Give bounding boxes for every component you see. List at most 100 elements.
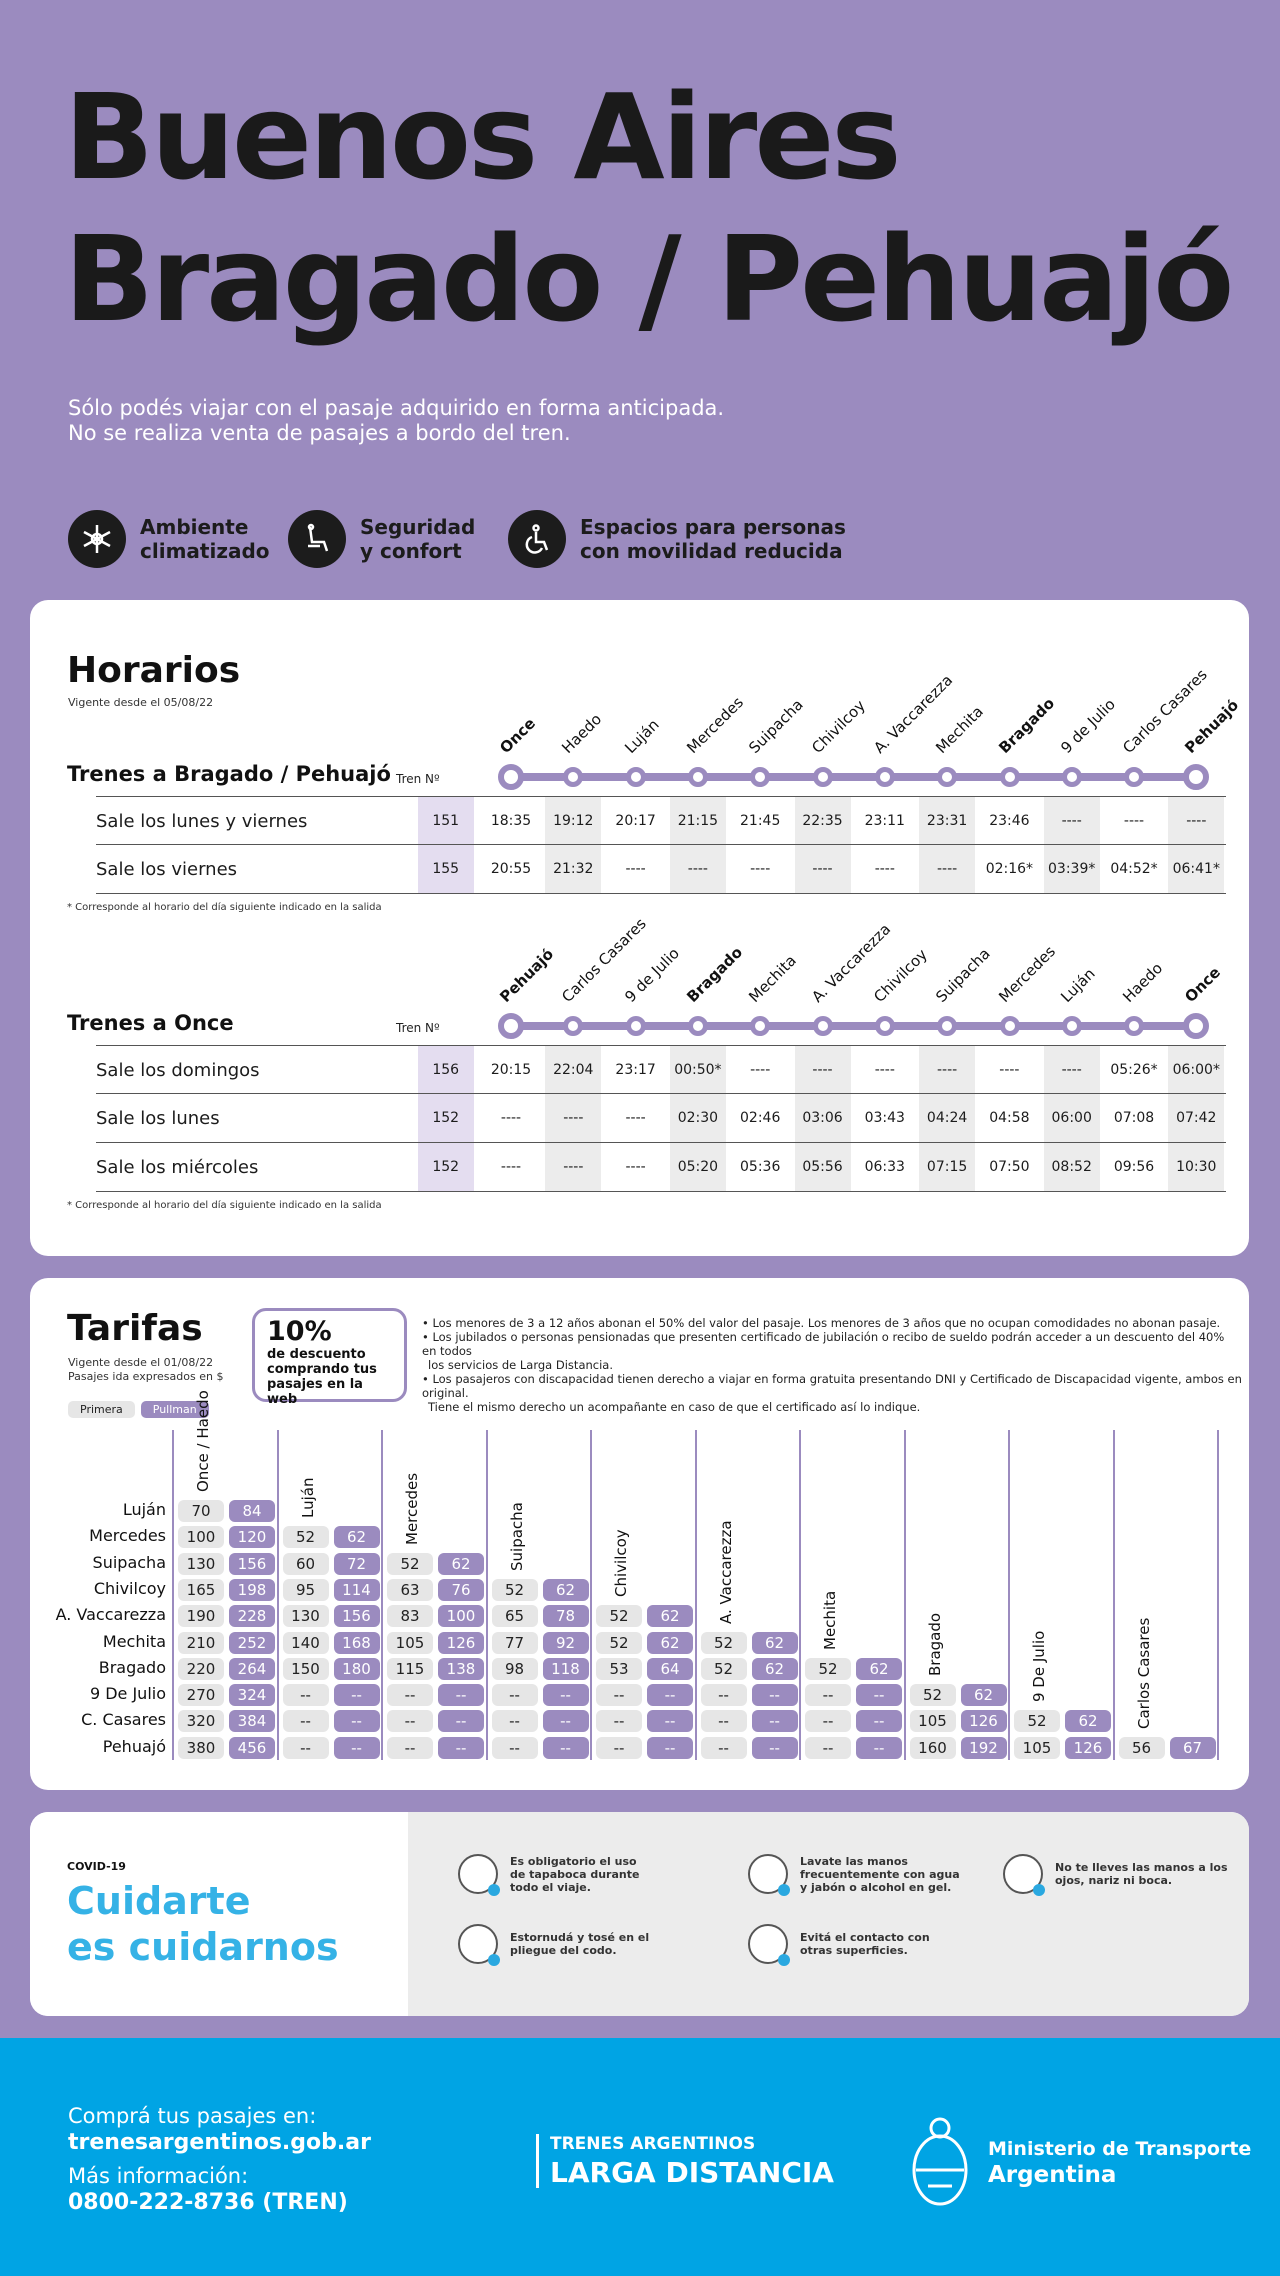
fare-pullman: -- [542,1710,589,1733]
footer-ministry-2: Argentina [988,2162,1117,2188]
fare-primera: -- [700,1684,747,1707]
to-bragado-time-cell: ---- [1168,797,1225,844]
fare-primera: 130 [178,1552,224,1575]
to-once-time-cell: 20:15 [490,1062,532,1078]
footer-brand-2: LARGA DISTANCIA [550,2156,834,2189]
to-once-row: Sale los domingos 156 20:15 22:04 23:17 00:50… [96,1045,1226,1094]
fares-column-line [590,1430,592,1760]
fare-pullman: 192 [960,1736,1007,1759]
to-bragado-stop-dot [1061,767,1082,787]
footer-phone[interactable]: 0800-222-8736 (TREN) [68,2190,348,2215]
covid-item-wash: Lavate las manos frecuentemente con agua y… [748,1854,960,1896]
to-bragado-time-cell: ---- [874,861,895,877]
footer-divider [536,2134,539,2188]
legend-pullman: Pullman [140,1401,209,1418]
feature-safety-l1: Seguridad [360,515,476,539]
horarios-vigente: Vigente desde el 05/08/22 [68,696,214,709]
to-bragado-time-cell: 22:35 [794,797,851,844]
no-touch-face-icon [1003,1854,1045,1896]
fares-column-line [276,1430,279,1760]
horarios-card: Horarios Vigente desde el 05/08/22 Trene… [30,600,1249,1256]
fare-pullman: 264 [229,1657,275,1680]
feature-safety-l2: y confort [360,539,462,563]
to-once-time-cell: 06:00 [1043,1094,1100,1142]
fare-pullman: -- [333,1684,380,1707]
to-bragado-station-label: Luján [621,715,663,757]
fare-pullman: -- [856,1736,902,1759]
to-once-stop-dot [874,1016,895,1036]
to-once-time-cell: 04:58 [989,1110,1030,1126]
fare-pullman: 62 [751,1657,798,1680]
covid-item-contact-l2: otras superficies. [800,1944,908,1957]
to-bragado-time-cell: 06:41* [1168,845,1225,893]
fares-column-line [1008,1430,1010,1760]
fare-pullman: 62 [1065,1710,1111,1733]
fares-destination-label: C. Casares [81,1710,166,1730]
fares-destination-label: 9 De Julio [89,1684,166,1704]
notice: Sólo podés viajar con el pasaje adquirid… [68,396,724,446]
fare-primera: 52 [387,1552,433,1575]
to-once-station-label: Chivilcoy [870,945,931,1006]
covid-title-2: es cuidarnos [67,1925,339,1969]
footer-buy-url[interactable]: trenesargentinos.gob.ar [68,2130,371,2155]
fares-column-line [903,1430,906,1760]
sneeze-elbow-icon [458,1924,500,1966]
to-bragado-stop-dot [999,767,1020,787]
covid-item-face-l2: ojos, nariz ni boca. [1055,1874,1173,1887]
fare-primera: 65 [491,1605,538,1628]
fare-primera: 100 [178,1526,224,1549]
to-bragado-stop-dot [1183,764,1210,790]
face-mask-icon [458,1854,500,1896]
fare-primera: -- [700,1710,747,1733]
tarifas-card: Tarifas Vigente desde el 01/08/22 Pasaje… [30,1278,1249,1790]
to-once-title: Trenes a Once [67,1011,234,1035]
fare-primera: 95 [282,1578,329,1601]
to-once-stop-dot [1061,1016,1082,1036]
to-bragado-time-cell: 23:31 [919,797,976,844]
fare-pullman: 456 [229,1736,275,1759]
to-once-row-label: Sale los miércoles [96,1157,259,1178]
to-bragado-time-cell: 20:55 [490,861,532,877]
promo-l3: pasajes en la web [267,1377,363,1407]
to-bragado-time-cell: ---- [669,845,726,893]
to-once-time-cell: ---- [999,1062,1020,1078]
to-once-stop-dot [1183,1013,1210,1039]
to-bragado-stop-dot [498,764,525,790]
to-bragado-time-cell: ---- [919,845,976,893]
note-1: • Los menores de 3 a 12 años abonan el 5… [422,1316,1221,1330]
covid-item-wash-l2: frecuentemente con agua [800,1867,960,1881]
to-bragado-title: Trenes a Bragado / Pehuajó [67,762,391,786]
covid-left: COVID-19 Cuidarte es cuidarnos [30,1812,408,2016]
to-once-time-cell: 09:56 [1113,1159,1155,1175]
fare-pullman: -- [751,1736,798,1759]
covid-item-sneeze-l1: Estornudá y tosé en el [510,1931,650,1944]
to-bragado-stop-dot [812,767,833,787]
fare-pullman: 62 [438,1552,484,1575]
covid-item-wash-l3: y jabón o alcohol en gel. [800,1880,952,1894]
to-bragado-footnote: * Corresponde al horario del día siguien… [67,902,382,913]
fare-pullman: -- [333,1736,380,1759]
fare-primera: 115 [387,1657,433,1680]
fares-destination-label: Bragado [98,1657,166,1677]
covid-item-wash-l1: Lavate las manos [800,1854,908,1868]
to-once-train-number: 152 [417,1143,474,1191]
to-once-stop-dot [563,1016,584,1036]
fare-primera: 98 [491,1657,538,1680]
fare-pullman: 114 [333,1578,380,1601]
to-once-stop-dot [999,1016,1020,1036]
fare-pullman: 156 [333,1605,380,1628]
to-bragado-station-label: Chivilcoy [807,696,869,757]
fare-pullman: 168 [333,1631,380,1654]
fares-column-line [1217,1430,1219,1760]
to-bragado-station-label: Pehuajó [1181,696,1243,757]
tarifas-notes: • Los menores de 3 a 12 años abonan el 5… [422,1316,1242,1414]
fare-pullman: 126 [1065,1736,1111,1759]
fare-pullman: 384 [229,1710,275,1733]
to-once-time-cell: ---- [1043,1046,1100,1093]
feature-climate-l1: Ambiente [140,515,249,539]
fare-primera: -- [282,1710,329,1733]
no-contact-icon [748,1924,790,1966]
to-bragado-stop-dot [563,767,584,787]
fares-origin-header: A. Vaccarezza [716,1519,735,1624]
covid-tag: COVID-19 [67,1860,126,1873]
